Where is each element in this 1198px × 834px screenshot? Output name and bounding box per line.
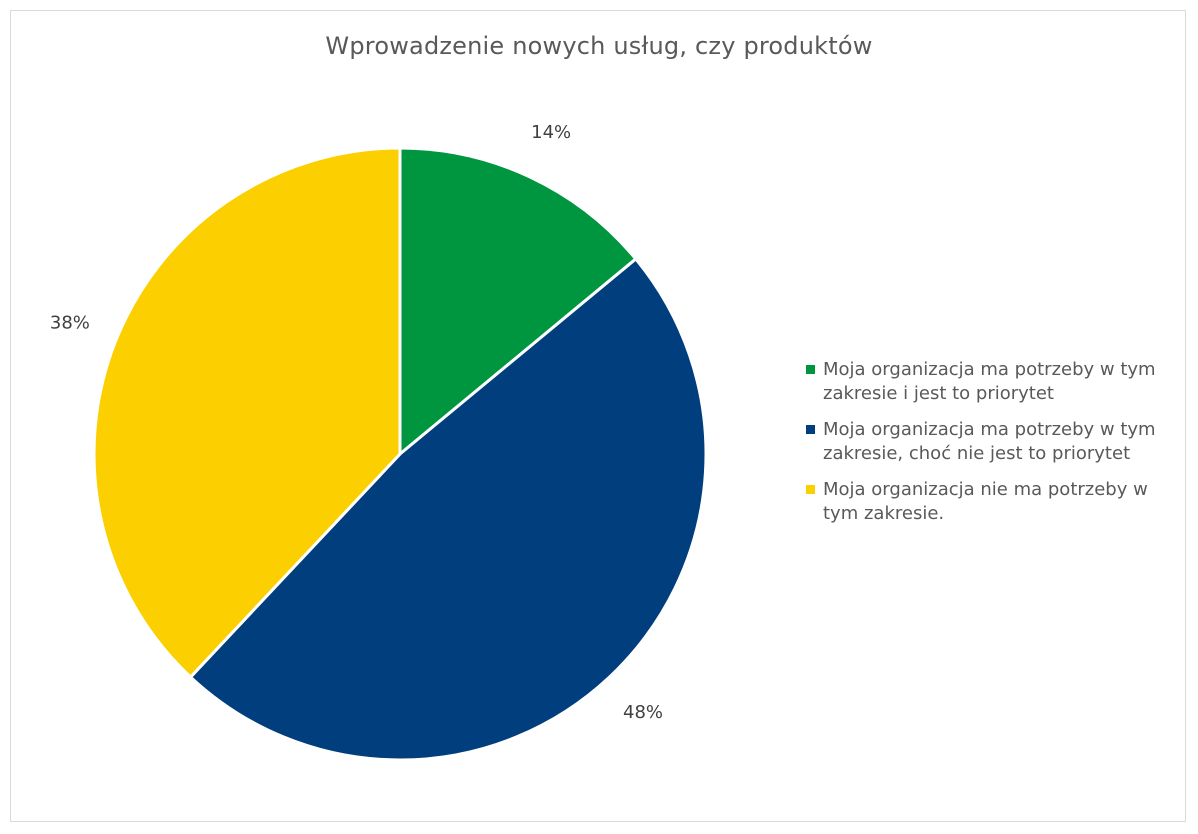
legend-swatch — [806, 365, 815, 374]
legend-item: Moja organizacja ma potrzeby w tym zakre… — [806, 358, 1186, 406]
legend-item: Moja organizacja ma potrzeby w tym zakre… — [806, 418, 1186, 466]
legend: Moja organizacja ma potrzeby w tym zakre… — [806, 358, 1186, 538]
data-label: 48% — [623, 702, 663, 723]
data-label: 14% — [531, 122, 571, 143]
pie-slice — [92, 146, 402, 679]
data-label: 38% — [50, 312, 90, 333]
legend-label: Moja organizacja ma potrzeby w tym zakre… — [823, 359, 1156, 404]
legend-label: Moja organizacja ma potrzeby w tym zakre… — [823, 419, 1156, 464]
chart-title: Wprowadzenie nowych usług, czy produktów — [325, 32, 873, 60]
legend-item: Moja organizacja nie ma potrzeby w tym z… — [806, 478, 1186, 526]
legend-swatch — [806, 425, 815, 434]
legend-label: Moja organizacja nie ma potrzeby w tym z… — [823, 479, 1148, 524]
pie-slice — [189, 257, 708, 762]
pie-slice — [398, 146, 638, 456]
legend-swatch — [806, 485, 815, 494]
